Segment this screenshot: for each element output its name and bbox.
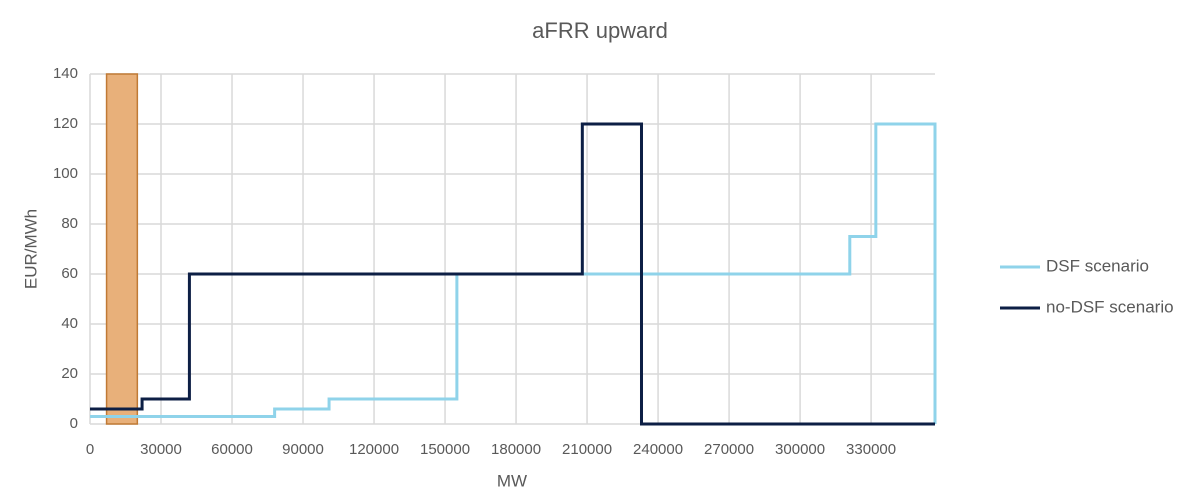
y-tick-label: 100: [53, 165, 78, 182]
y-tick-label: 40: [61, 315, 78, 332]
x-tick-label: 270000: [704, 441, 754, 458]
x-tick-label: 90000: [282, 441, 324, 458]
y-tick-label: 60: [61, 265, 78, 282]
x-axis-label: MW: [497, 471, 527, 490]
x-tick-label: 180000: [491, 441, 541, 458]
x-tick-label: 210000: [562, 441, 612, 458]
y-tick-label: 140: [53, 65, 78, 82]
x-tick-label: 300000: [775, 441, 825, 458]
x-tick-label: 120000: [349, 441, 399, 458]
y-tick-label: 20: [61, 365, 78, 382]
x-tick-label: 0: [86, 441, 94, 458]
series-line: [90, 122, 935, 426]
x-tick-label: 240000: [633, 441, 683, 458]
x-tick-label: 330000: [846, 441, 896, 458]
x-tick-label: 60000: [211, 441, 253, 458]
legend-label: no-DSF scenario: [1046, 297, 1174, 316]
x-tick-label: 150000: [420, 441, 470, 458]
legend-label: DSF scenario: [1046, 256, 1149, 275]
y-tick-label: 80: [61, 215, 78, 232]
y-tick-label: 0: [70, 415, 78, 432]
highlight-band: [105, 73, 139, 425]
chart-title: aFRR upward: [532, 18, 668, 43]
y-tick-label: 120: [53, 115, 78, 132]
y-axis-label: EUR/MWh: [21, 209, 40, 289]
x-tick-label: 30000: [140, 441, 182, 458]
